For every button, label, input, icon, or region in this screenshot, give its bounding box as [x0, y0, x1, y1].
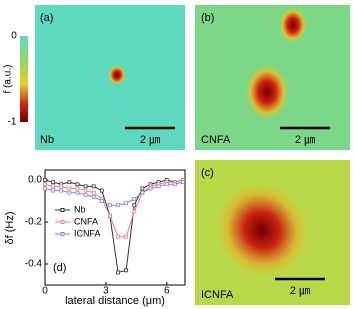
- spot: [279, 7, 307, 43]
- plot-frame: [44, 169, 186, 286]
- marker: [124, 268, 129, 273]
- marker: [83, 188, 88, 193]
- marker: [67, 186, 72, 191]
- legend-label: CNFA: [74, 216, 98, 226]
- panel-tag: (c): [201, 167, 214, 179]
- y-tick-label: -0.4: [25, 259, 43, 270]
- marker: [67, 180, 72, 185]
- panel-tag: (d): [53, 262, 66, 274]
- marker: [156, 184, 161, 189]
- marker: [59, 188, 64, 193]
- marker: [164, 182, 169, 187]
- marker: [75, 182, 80, 187]
- colorbar-label: f (a.u.): [3, 65, 14, 94]
- legend-label: ICNFA: [74, 228, 101, 238]
- sample-label: Nb: [40, 134, 54, 146]
- marker: [43, 182, 47, 187]
- marker: [91, 184, 96, 189]
- marker: [172, 182, 177, 187]
- x-axis-label: lateral distance (μm): [65, 295, 165, 307]
- x-tick-label: 0: [42, 286, 48, 297]
- scale-label: 2 ㎛: [295, 134, 315, 146]
- sample-label: ICNFA: [201, 289, 234, 301]
- y-tick-label: 0.0: [28, 175, 42, 186]
- spot: [108, 65, 126, 85]
- marker: [59, 184, 64, 189]
- marker: [75, 186, 80, 191]
- marker: [83, 192, 88, 197]
- spot: [245, 64, 289, 120]
- marker: [124, 234, 129, 239]
- x-tick-label: 3: [103, 286, 109, 297]
- scale-label: 2 ㎛: [290, 285, 310, 297]
- marker: [116, 203, 120, 208]
- marker: [43, 178, 47, 182]
- marker: [99, 199, 104, 203]
- marker: [140, 190, 145, 195]
- colorbar-top: 0: [11, 31, 17, 42]
- marker: [67, 190, 72, 195]
- marker: [116, 270, 120, 275]
- marker: [108, 213, 112, 218]
- spot: [212, 179, 312, 281]
- marker: [51, 184, 56, 189]
- legend-marker: [60, 208, 65, 212]
- marker: [132, 203, 137, 208]
- marker: [140, 186, 145, 191]
- legend-marker: [60, 220, 65, 224]
- marker: [91, 190, 96, 195]
- marker: [132, 209, 137, 214]
- marker: [108, 203, 112, 208]
- marker: [116, 234, 120, 239]
- marker: [43, 186, 47, 191]
- marker: [148, 186, 153, 191]
- panel-tag: (b): [201, 12, 214, 24]
- marker: [51, 180, 56, 185]
- marker: [132, 197, 137, 201]
- panel-tag: (a): [40, 12, 53, 24]
- legend-label: Nb: [74, 204, 86, 214]
- x-tick-label: 6: [164, 286, 170, 297]
- colorbar-bottom: -1: [8, 117, 17, 128]
- y-tick-label: -0.2: [25, 217, 43, 228]
- marker: [181, 180, 185, 185]
- series-line: [44, 179, 184, 238]
- y-axis-label: δf (Hz): [4, 211, 16, 244]
- marker: [124, 201, 129, 206]
- sample-label: CNFA: [201, 134, 231, 146]
- marker: [99, 188, 104, 193]
- legend-marker: [60, 232, 65, 236]
- marker: [91, 194, 96, 199]
- marker: [75, 190, 80, 195]
- series-line: [44, 181, 184, 206]
- marker: [83, 184, 88, 189]
- scale-label: 2 ㎛: [140, 134, 160, 146]
- colorbar: [20, 36, 28, 122]
- marker: [51, 188, 56, 193]
